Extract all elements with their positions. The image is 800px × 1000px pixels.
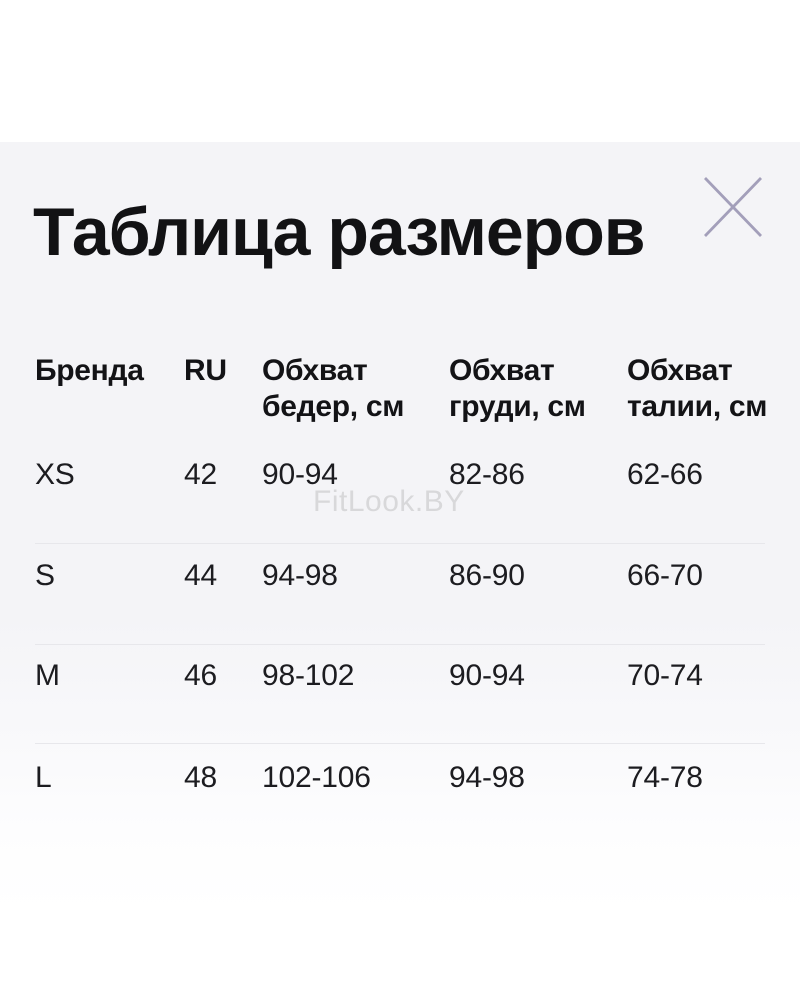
cell-waist: 74-78 xyxy=(627,761,703,794)
row-divider xyxy=(35,644,765,645)
page-title: Таблица размеров xyxy=(33,194,646,270)
cell-hips: 98-102 xyxy=(262,659,355,692)
column-header-brand: Бренда xyxy=(35,354,144,387)
modal-panel xyxy=(0,142,800,1000)
table-header-row: Бренда RU Обхват бедер, см Обхват груди,… xyxy=(0,353,800,425)
table-row: M 46 98-102 90-94 70-74 xyxy=(0,656,800,696)
close-icon xyxy=(703,177,763,237)
cell-chest: 90-94 xyxy=(449,659,525,692)
cell-waist: 70-74 xyxy=(627,659,703,692)
cell-chest: 82-86 xyxy=(449,458,525,491)
cell-hips: 90-94 xyxy=(262,458,338,491)
cell-waist: 62-66 xyxy=(627,458,703,491)
cell-hips: 94-98 xyxy=(262,559,338,592)
column-header-hips: Обхват бедер, см xyxy=(262,354,405,423)
cell-chest: 86-90 xyxy=(449,559,525,592)
cell-ru: 44 xyxy=(184,559,217,592)
table-row: S 44 94-98 86-90 66-70 xyxy=(0,556,800,596)
column-header-waist: Обхват талии, см xyxy=(627,354,768,423)
column-header-chest: Обхват груди, см xyxy=(449,354,586,423)
cell-ru: 42 xyxy=(184,458,217,491)
table-row: L 48 102-106 94-98 74-78 xyxy=(0,758,800,798)
cell-ru: 48 xyxy=(184,761,217,794)
cell-ru: 46 xyxy=(184,659,217,692)
cell-brand: S xyxy=(35,559,55,592)
table-row: XS 42 90-94 82-86 62-66 xyxy=(0,455,800,495)
cell-brand: M xyxy=(35,659,60,692)
cell-hips: 102-106 xyxy=(262,761,371,794)
cell-brand: XS xyxy=(35,458,75,491)
cell-brand: L xyxy=(35,761,52,794)
row-divider xyxy=(35,543,765,544)
close-button[interactable] xyxy=(694,168,772,246)
row-divider xyxy=(35,743,765,744)
cell-chest: 94-98 xyxy=(449,761,525,794)
column-header-ru: RU xyxy=(184,354,227,387)
cell-waist: 66-70 xyxy=(627,559,703,592)
